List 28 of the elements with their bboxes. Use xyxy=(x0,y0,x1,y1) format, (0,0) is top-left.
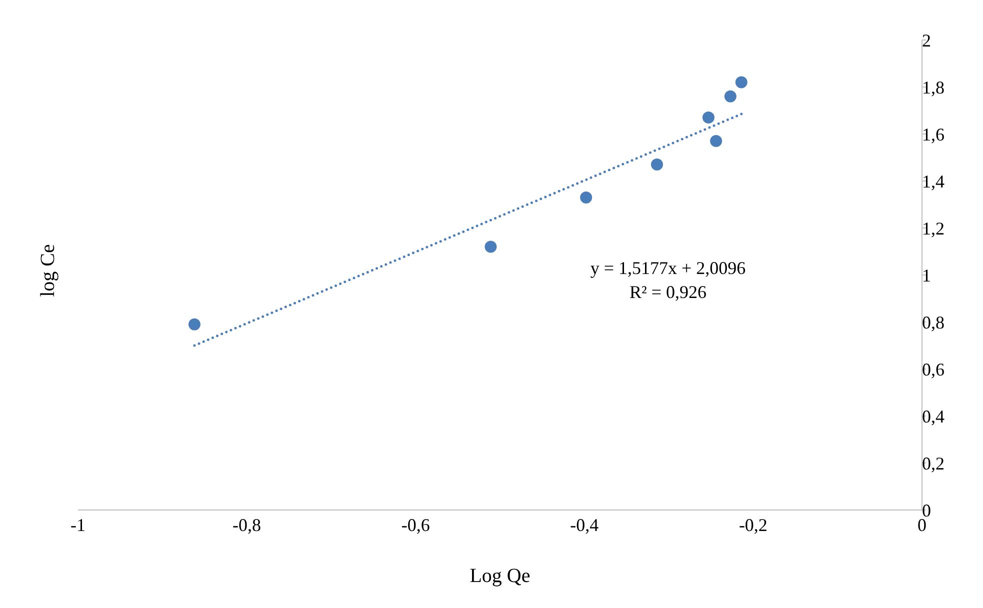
point xyxy=(650,158,663,171)
x-tick-label: -1 xyxy=(70,514,86,535)
point xyxy=(702,112,714,124)
y-tick-label: 1,8 xyxy=(922,77,944,98)
y-tick-label: 0,2 xyxy=(922,453,944,474)
y-tick-label: 1 xyxy=(922,265,931,286)
y-tick-label: 1,6 xyxy=(922,124,944,144)
x-tick-label: -0,2 xyxy=(738,514,768,535)
point xyxy=(724,90,736,102)
y-axis-title: log Ce xyxy=(36,244,60,297)
y-tick-label: 0,4 xyxy=(922,406,944,426)
y-tick-label: 0,8 xyxy=(922,312,944,332)
y-tick-label: 1,2 xyxy=(922,218,944,238)
point xyxy=(188,318,200,330)
x-axis-title: Log Qe xyxy=(470,565,530,587)
y-tick-label: 0,6 xyxy=(922,359,944,380)
point xyxy=(484,240,497,253)
point xyxy=(735,76,748,88)
annotation: y = 1,5177x + 2,0096 xyxy=(589,257,747,280)
y-tick-label: 1,4 xyxy=(922,171,944,192)
y-tick-label: 0 xyxy=(922,500,931,520)
annotation: R² = 0,926 xyxy=(628,281,708,304)
x-tick-label: -0,6 xyxy=(401,514,430,535)
point xyxy=(710,135,722,148)
x-tick-label: -0,8 xyxy=(232,514,262,535)
point xyxy=(580,191,592,204)
x-tick-label: -0,4 xyxy=(570,514,599,535)
y-tick-label: 2 xyxy=(922,30,931,50)
